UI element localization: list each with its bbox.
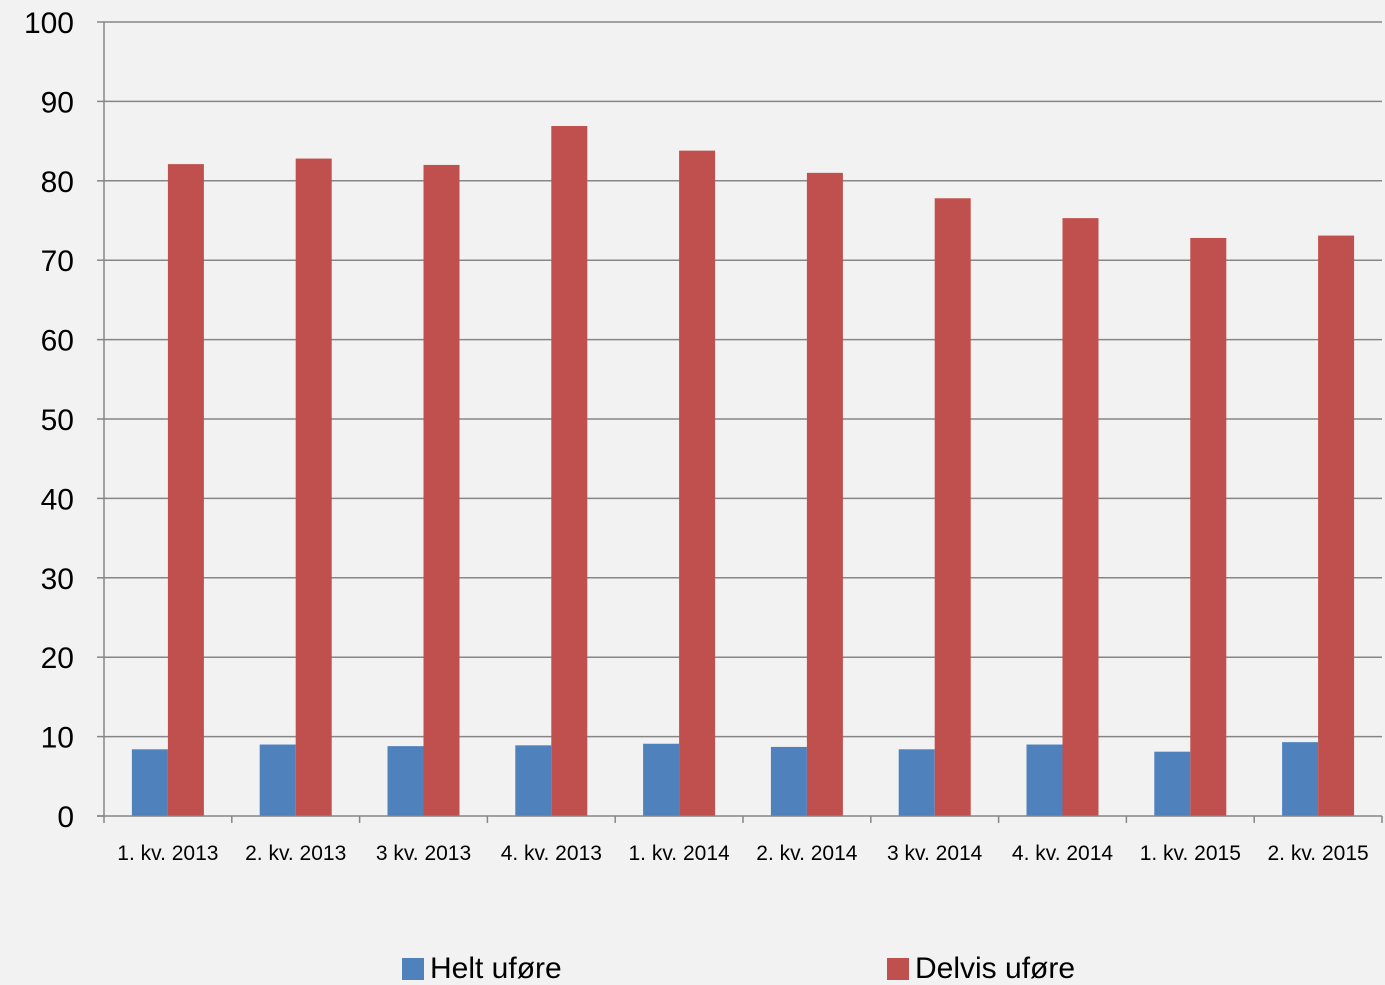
legend-item-delvis-ufore: Delvis uføre bbox=[887, 953, 1075, 985]
y-tick-label: 90 bbox=[41, 86, 74, 119]
x-tick-label: 2. kv. 2014 bbox=[756, 842, 857, 865]
x-tick-label: 2. kv. 2015 bbox=[1268, 842, 1369, 865]
y-tick-label: 50 bbox=[41, 404, 74, 437]
y-tick-label: 70 bbox=[41, 245, 74, 278]
bar-helt-ufore bbox=[515, 745, 552, 816]
legend-label-helt-ufore: Helt uføre bbox=[430, 952, 562, 985]
y-tick-label: 10 bbox=[41, 722, 74, 755]
bar-delvis-ufore bbox=[423, 164, 460, 817]
legend-item-helt-ufore: Helt uføre bbox=[402, 953, 562, 985]
y-tick-label: 80 bbox=[41, 166, 74, 199]
y-tick-label: 30 bbox=[41, 563, 74, 596]
x-tick-label: 4. kv. 2013 bbox=[501, 842, 602, 865]
bar-helt-ufore bbox=[1154, 751, 1191, 816]
bar-delvis-ufore bbox=[934, 198, 971, 816]
bar-helt-ufore bbox=[643, 743, 680, 816]
bar-helt-ufore bbox=[1282, 742, 1319, 816]
bar-helt-ufore bbox=[131, 749, 168, 816]
legend-label-delvis-ufore: Delvis uføre bbox=[915, 952, 1076, 985]
bar-delvis-ufore bbox=[679, 150, 716, 817]
bar-delvis-ufore bbox=[806, 172, 843, 817]
legend-swatch-delvis-ufore bbox=[887, 958, 909, 980]
x-tick-label: 1. kv. 2015 bbox=[1140, 842, 1241, 865]
x-tick-labels: 1. kv. 2013 2. kv. 2013 3 kv. 2013 4. kv. 2… bbox=[117, 842, 1368, 865]
bar-helt-ufore bbox=[1026, 744, 1063, 816]
x-tick-label: 2. kv. 2013 bbox=[245, 842, 346, 865]
bars bbox=[131, 126, 1355, 817]
x-tick-label: 1. kv. 2014 bbox=[629, 842, 730, 865]
y-tick-label: 0 bbox=[57, 801, 74, 834]
bar-delvis-ufore bbox=[1318, 235, 1355, 816]
bar-helt-ufore bbox=[898, 749, 935, 816]
x-tick-label: 1. kv. 2013 bbox=[117, 842, 218, 865]
x-tick-label: 3 kv. 2013 bbox=[376, 842, 471, 865]
y-tick-label: 100 bbox=[24, 7, 74, 40]
legend: Helt uføre Delvis uføre bbox=[0, 953, 1385, 985]
axes bbox=[97, 21, 1383, 823]
bar-delvis-ufore bbox=[295, 158, 332, 816]
legend-swatch-helt-ufore bbox=[402, 958, 424, 980]
x-tick-label: 4. kv. 2014 bbox=[1012, 842, 1113, 865]
y-tick-labels: 0 10 20 30 40 50 60 70 80 90 100 bbox=[24, 7, 74, 834]
bar-helt-ufore bbox=[259, 744, 296, 816]
bar-helt-ufore bbox=[770, 746, 807, 816]
bar-delvis-ufore bbox=[167, 164, 204, 817]
bar-helt-ufore bbox=[387, 746, 424, 816]
bar-chart: 0 10 20 30 40 50 60 70 80 90 100 1. kv. 2013 2. kv.… bbox=[24, 7, 1383, 865]
bar-delvis-ufore bbox=[551, 126, 588, 817]
y-tick-label: 60 bbox=[41, 325, 74, 358]
y-tick-label: 40 bbox=[41, 483, 74, 516]
y-tick-label: 20 bbox=[41, 642, 74, 675]
x-tick-label: 3 kv. 2014 bbox=[887, 842, 983, 865]
bar-delvis-ufore bbox=[1190, 237, 1227, 816]
bar-delvis-ufore bbox=[1062, 218, 1099, 817]
